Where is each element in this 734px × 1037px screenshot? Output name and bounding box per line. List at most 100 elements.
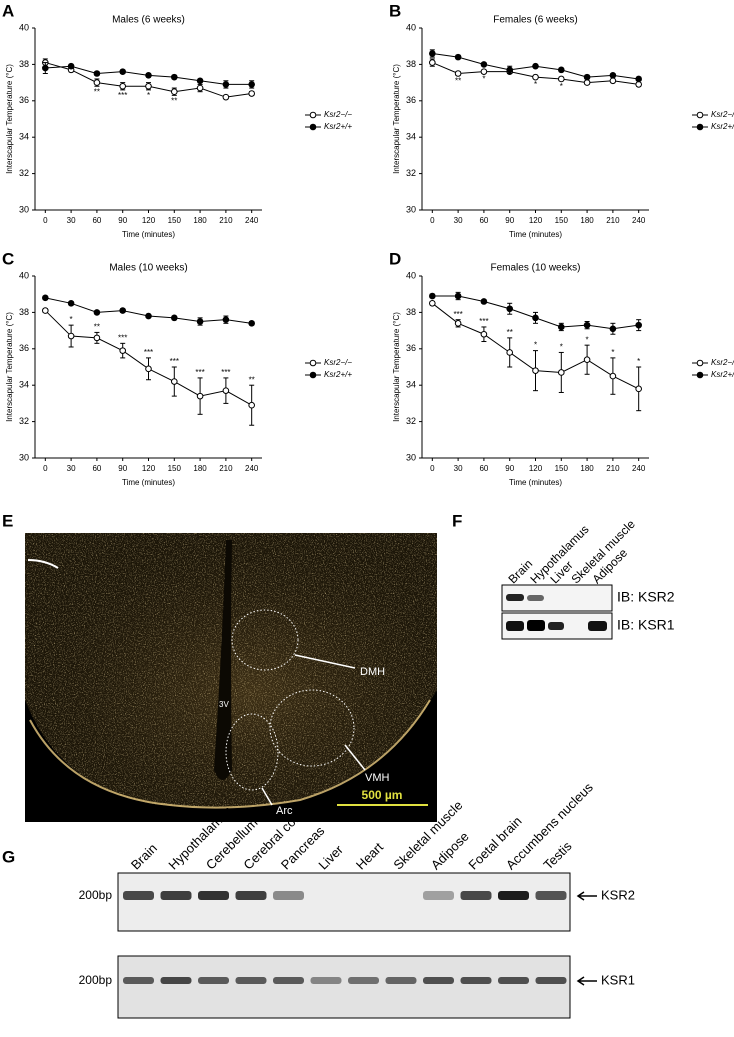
y-tick-label: 40 — [406, 270, 416, 280]
significance: *** — [144, 348, 153, 357]
significance: * — [534, 341, 537, 350]
x-tick-label: 60 — [92, 464, 101, 473]
data-point — [480, 330, 488, 338]
y-tick-label: 34 — [406, 132, 416, 142]
significance: *** — [118, 91, 127, 100]
band — [506, 594, 524, 601]
legend-marker — [309, 111, 317, 119]
data-point — [42, 64, 49, 72]
legend-label: Ksr2+/+ — [711, 122, 734, 131]
data-point — [506, 66, 514, 74]
y-axis-label: Interscapular Temperature (°C) — [5, 64, 14, 174]
data-point — [609, 72, 617, 79]
band — [460, 977, 492, 984]
x-tick-label: 240 — [632, 216, 646, 225]
data-point — [609, 372, 617, 380]
data-point — [170, 314, 178, 322]
data-point — [635, 81, 642, 88]
y-tick-label: 40 — [19, 22, 29, 32]
band — [235, 891, 267, 900]
x-tick-label: 0 — [43, 464, 48, 473]
data-point — [145, 312, 152, 320]
lane-label: Brain — [128, 840, 160, 872]
significance: * — [586, 335, 589, 344]
x-axis-label: Time (minutes) — [509, 230, 562, 239]
data-point — [196, 84, 204, 92]
scale-bar-label: 500 µm — [362, 788, 403, 802]
band — [198, 891, 229, 900]
y-tick-label: 34 — [406, 380, 416, 390]
x-tick-label: 210 — [606, 216, 620, 225]
significance: * — [560, 343, 563, 352]
x-tick-label: 60 — [92, 216, 101, 225]
significance: *** — [118, 333, 127, 342]
y-tick-label: 38 — [406, 59, 416, 69]
legend-marker — [309, 123, 317, 131]
panel-letter: E — [2, 511, 13, 530]
significance: ** — [507, 328, 513, 337]
x-tick-label: 90 — [505, 216, 514, 225]
panel-letter: D — [389, 249, 401, 268]
y-tick-label: 40 — [406, 22, 416, 32]
row-label: KSR1 — [601, 972, 635, 987]
band — [273, 891, 304, 900]
data-point — [93, 334, 101, 342]
data-point — [119, 68, 127, 75]
lane-label: Brain — [505, 557, 535, 587]
data-point — [145, 72, 152, 79]
band — [235, 977, 267, 984]
arrow — [576, 976, 597, 986]
region-label: 3V — [219, 700, 229, 709]
data-point — [557, 369, 565, 376]
data-point — [196, 77, 204, 85]
significance: * — [147, 91, 150, 100]
data-point — [42, 307, 49, 314]
row-label: IB: KSR1 — [617, 617, 675, 633]
x-tick-label: 120 — [529, 216, 543, 225]
data-point — [248, 81, 255, 88]
band — [535, 977, 567, 984]
legend-label: Ksr2−/− — [711, 110, 734, 119]
data-point — [119, 347, 127, 354]
region-label: VMH — [365, 772, 390, 784]
region-label: DMH — [360, 666, 385, 678]
data-point — [67, 332, 75, 340]
band — [160, 977, 192, 984]
significance: * — [611, 348, 614, 357]
legend-marker — [696, 123, 704, 131]
significance: *** — [221, 368, 230, 377]
y-tick-label: 32 — [19, 168, 29, 178]
x-axis-label: Time (minutes) — [122, 478, 175, 487]
y-tick-label: 36 — [406, 95, 416, 105]
significance: * — [70, 315, 73, 324]
y-tick-label: 32 — [406, 168, 416, 178]
data-point — [170, 378, 178, 385]
x-tick-label: 150 — [168, 464, 182, 473]
x-tick-label: 150 — [555, 216, 569, 225]
size-marker: 200bp — [79, 973, 113, 987]
significance: *** — [195, 368, 204, 377]
x-tick-label: 180 — [193, 216, 207, 225]
y-tick-label: 36 — [19, 95, 29, 105]
y-tick-label: 40 — [19, 270, 29, 280]
data-point — [506, 305, 514, 313]
x-tick-label: 180 — [193, 464, 207, 473]
data-point — [609, 77, 617, 85]
y-tick-label: 30 — [406, 452, 416, 462]
x-tick-label: 210 — [219, 464, 233, 473]
legend-marker — [696, 359, 704, 367]
band — [548, 622, 564, 630]
data-point — [248, 90, 255, 97]
x-tick-label: 60 — [479, 464, 488, 473]
x-tick-label: 30 — [67, 464, 76, 473]
x-tick-label: 120 — [142, 464, 156, 473]
data-point — [145, 82, 152, 90]
y-tick-label: 34 — [19, 380, 29, 390]
chart-title: Females (10 weeks) — [490, 263, 580, 274]
legend-label: Ksr2−/− — [324, 110, 352, 119]
data-point — [170, 73, 178, 81]
x-tick-label: 210 — [219, 216, 233, 225]
legend-label: Ksr2−/− — [711, 358, 734, 367]
